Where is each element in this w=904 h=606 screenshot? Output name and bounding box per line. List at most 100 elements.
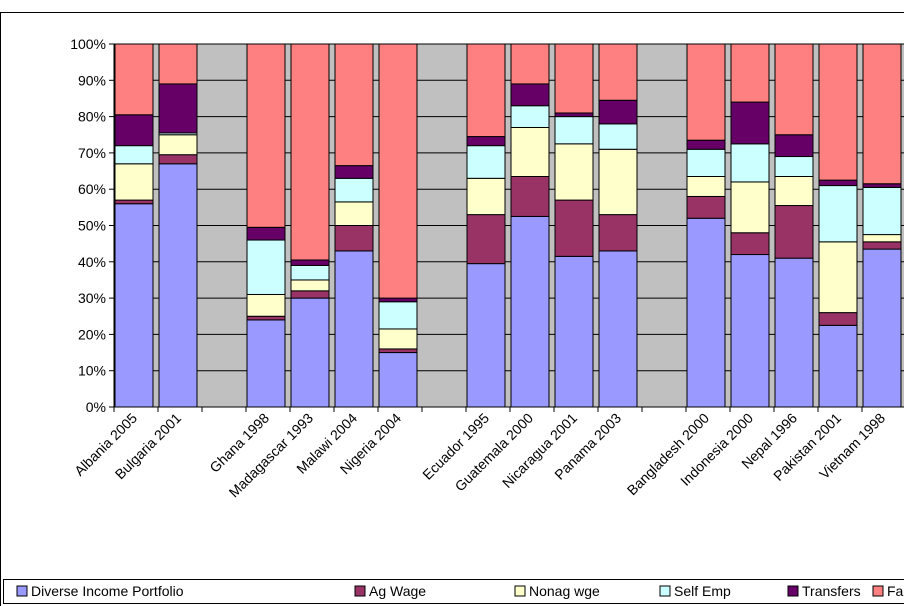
legend-swatch (16, 585, 28, 597)
bar-segment (686, 195, 726, 219)
bar-segment (774, 43, 814, 136)
legend-label: Nonag wge (529, 583, 600, 599)
y-tick-label: 50% (78, 218, 106, 234)
bar-segment (334, 201, 374, 226)
legend-label: Farm (887, 583, 904, 599)
bar-segment (774, 257, 814, 408)
bar-segment (466, 263, 506, 408)
bar-segment (158, 154, 198, 165)
bar-segment (334, 43, 374, 167)
y-tick-label: 0% (86, 399, 106, 415)
bar-segment (730, 232, 770, 256)
legend-label: Ag Wage (369, 583, 426, 599)
bar-segment (510, 215, 550, 408)
bar-segment (114, 199, 154, 205)
bar-segment (334, 177, 374, 203)
bar-segment (730, 254, 770, 408)
y-tick-label: 100% (70, 36, 106, 52)
legend-swatch (787, 585, 799, 597)
bar-segment (246, 293, 286, 317)
y-tick-label: 10% (78, 363, 106, 379)
bar-segment (554, 112, 594, 118)
bar-segment (334, 165, 374, 179)
bar-segment (290, 290, 330, 299)
bar-segment (246, 315, 286, 321)
bar-segment (290, 264, 330, 281)
bar-segment (818, 43, 858, 181)
bar-segment (466, 145, 506, 179)
bar-segment (158, 83, 198, 134)
bar-segment (686, 217, 726, 408)
legend-swatch (872, 585, 884, 597)
bar-segment (290, 259, 330, 266)
bar-segment (862, 241, 902, 250)
legend-label: Transfers (802, 583, 861, 599)
bar-segment (466, 214, 506, 265)
bar-segment (774, 134, 814, 158)
bar-segment (158, 43, 198, 85)
legend-swatch (659, 585, 671, 597)
bar-segment (378, 348, 418, 354)
legend-swatch (354, 585, 366, 597)
bar-segment (598, 250, 638, 408)
bar-segment (158, 163, 198, 408)
bar-segment (290, 43, 330, 261)
y-tick-label: 90% (78, 72, 106, 88)
bar-segment (466, 177, 506, 216)
bar-segment (378, 328, 418, 350)
bar-segment (774, 156, 814, 177)
bar-segment (730, 143, 770, 183)
bar-segment (862, 234, 902, 243)
bar-segment (246, 239, 286, 295)
bar-segment (290, 279, 330, 292)
bar-segment (730, 101, 770, 145)
bar-segment (334, 225, 374, 252)
bar-segment (598, 99, 638, 125)
bar-segment (554, 143, 594, 201)
bar-segment (510, 83, 550, 107)
bar-segment (598, 43, 638, 101)
bar-segment (862, 186, 902, 236)
bar-segment (818, 241, 858, 314)
bar-segment (466, 43, 506, 138)
bar-segment (774, 205, 814, 259)
bar-segment (510, 175, 550, 217)
bar-segment (818, 324, 858, 408)
y-tick-label: 70% (78, 145, 106, 161)
bar-segment (862, 248, 902, 408)
y-tick-label: 80% (78, 109, 106, 125)
bar-segment (598, 123, 638, 150)
y-tick-label: 40% (78, 254, 106, 270)
bar-segment (554, 199, 594, 257)
bar-segment (114, 114, 154, 147)
bar-segment (730, 181, 770, 234)
legend-swatch (514, 585, 526, 597)
bar-segment (290, 297, 330, 408)
bar-segment (510, 105, 550, 128)
bar-segment (114, 43, 154, 116)
bar-segment (554, 43, 594, 114)
bar-segment (862, 43, 902, 185)
y-tick-label: 20% (78, 326, 106, 342)
bar-segment (818, 179, 858, 187)
bar-segment (246, 43, 286, 228)
legend-box (3, 579, 904, 604)
bar-segment (598, 148, 638, 216)
bar-segment (818, 312, 858, 326)
y-tick-label: 30% (78, 290, 106, 306)
bar-segment (730, 43, 770, 103)
y-tick-label: 60% (78, 181, 106, 197)
bar-segment (686, 43, 726, 141)
bar-segment (686, 148, 726, 177)
bar-segment (246, 226, 286, 241)
legend-label: Diverse Income Portfolio (31, 583, 184, 599)
bar-segment (378, 43, 418, 299)
bar-segment (554, 116, 594, 145)
bar-segment (114, 203, 154, 408)
bar-segment (246, 319, 286, 408)
bar-segment (510, 43, 550, 85)
bar-segment (378, 352, 418, 408)
bar-segment (378, 301, 418, 330)
bar-segment (818, 185, 858, 243)
